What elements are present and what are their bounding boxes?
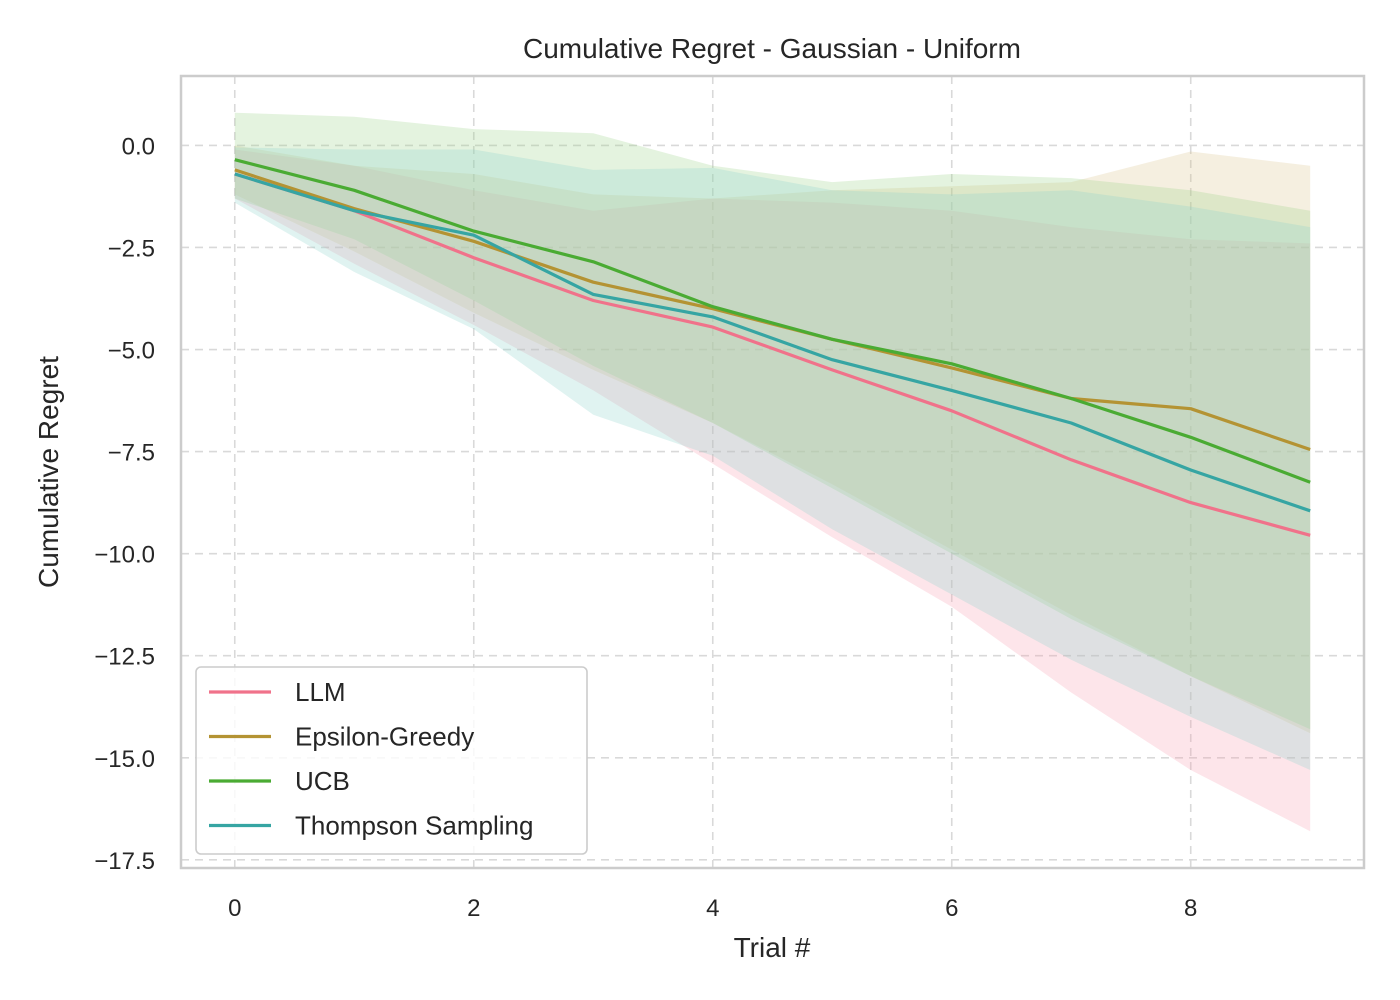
legend-label: Epsilon-Greedy — [295, 722, 474, 752]
band-thompson-sampling — [234, 147, 1311, 770]
y-tick-label: −12.5 — [94, 644, 155, 671]
x-tick-label: 4 — [706, 895, 719, 922]
y-tick-label: −17.5 — [94, 848, 155, 875]
line-ucb — [234, 158, 1311, 484]
chart-title: Cumulative Regret - Gaussian - Uniform — [523, 33, 1021, 64]
line-llm — [234, 172, 1311, 537]
band-llm — [234, 149, 1311, 832]
x-tick-label: 0 — [228, 895, 241, 922]
x-axis-label: Trial # — [734, 932, 811, 963]
legend-label: UCB — [295, 766, 350, 796]
series-lines — [234, 158, 1311, 537]
legend-label: LLM — [295, 677, 346, 707]
legend: LLM Epsilon-Greedy UCB Thompson Sampling — [195, 666, 588, 855]
x-tick-label: 2 — [467, 895, 480, 922]
x-tick-label: 8 — [1184, 895, 1197, 922]
plot-frame — [179, 74, 1366, 870]
x-tick-label: 6 — [945, 895, 958, 922]
x-axis-ticks: 0 2 4 6 8 — [228, 895, 1197, 922]
y-axis-ticks: 0.0 −2.5 −5.0 −7.5 −10.0 −12.5 −15.0 −17.5 — [94, 133, 155, 874]
y-axis-label: Cumulative Regret — [33, 356, 64, 588]
legend-box — [195, 666, 588, 855]
y-tick-label: −15.0 — [94, 746, 155, 773]
y-tick-label: −10.0 — [94, 542, 155, 569]
y-tick-label: 0.0 — [122, 133, 155, 160]
line-thompson-sampling — [234, 172, 1311, 513]
legend-label: Thompson Sampling — [295, 811, 533, 841]
y-tick-label: −5.0 — [108, 338, 155, 365]
y-tick-label: −7.5 — [108, 440, 155, 467]
y-tick-label: −2.5 — [108, 235, 155, 262]
band-epsilon-greedy — [234, 145, 1311, 734]
